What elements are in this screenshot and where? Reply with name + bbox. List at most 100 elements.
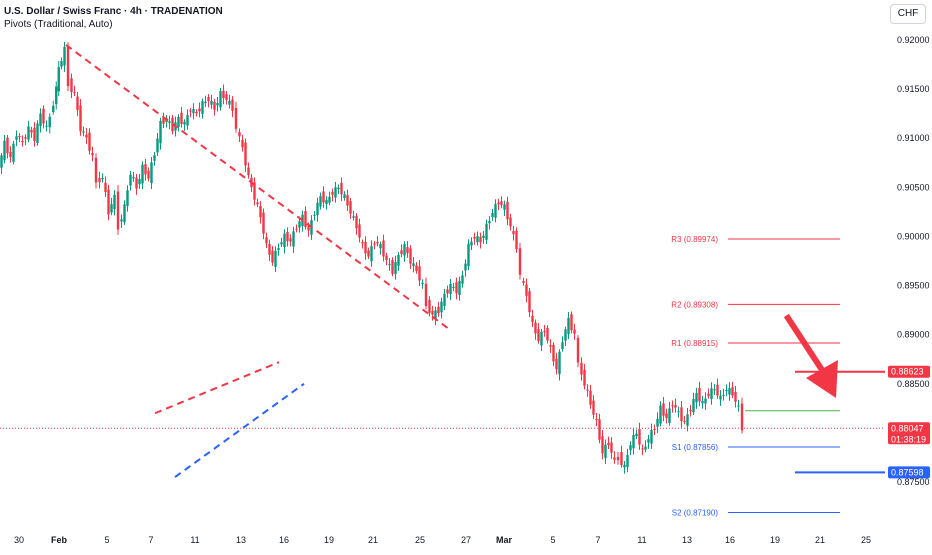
x-tick-0: 30: [14, 535, 24, 545]
candle-body: [307, 226, 310, 231]
candle-body: [283, 233, 286, 248]
candle-body: [446, 289, 449, 294]
candle-body: [409, 248, 412, 264]
candle-body: [586, 389, 589, 391]
candle-body: [650, 429, 653, 444]
candle-body: [540, 331, 543, 346]
candle-body: [286, 231, 289, 242]
x-tick-5: 13: [236, 535, 246, 545]
candle-body: [253, 182, 256, 200]
candle-body: [319, 196, 322, 207]
candle-body: [503, 204, 506, 210]
candle-body: [201, 101, 204, 114]
candle-body: [494, 204, 497, 218]
candle-body: [497, 202, 500, 205]
candle-body: [403, 244, 406, 256]
candle-body: [518, 248, 522, 275]
currency-button[interactable]: CHF: [890, 4, 926, 24]
candle-body: [219, 91, 222, 108]
level-tag-1-label: 0.87598: [891, 467, 924, 477]
candle-body: [635, 433, 638, 437]
candle-body: [668, 408, 671, 423]
candle-body: [528, 291, 531, 313]
candle-body: [506, 201, 509, 220]
candle-body: [113, 194, 116, 210]
candle-body: [325, 199, 328, 205]
candle-body: [686, 414, 689, 426]
candle-body: [337, 187, 340, 190]
candle-body: [616, 456, 620, 461]
x-tick-7: 19: [324, 535, 334, 545]
candle-body: [656, 418, 659, 427]
x-tick-3: 7: [148, 535, 153, 545]
candle-body: [455, 282, 458, 294]
candle-body: [116, 191, 120, 230]
indicator-label[interactable]: Pivots (Traditional, Auto): [4, 19, 113, 30]
candle-body: [12, 143, 15, 162]
candle-body: [722, 394, 725, 396]
candle-body: [210, 100, 213, 105]
candle-body: [598, 419, 601, 440]
arrow-shaft: [783, 313, 827, 375]
candle-body: [222, 90, 225, 99]
candle-body: [247, 167, 250, 176]
candle-body: [361, 242, 364, 244]
candle-body: [352, 216, 355, 218]
candle-body: [537, 329, 540, 342]
candle-body: [79, 105, 82, 132]
candle-body: [704, 398, 707, 404]
candle-body: [3, 140, 6, 161]
candle-body: [641, 448, 644, 450]
candle-body: [186, 115, 189, 126]
candle-body: [479, 236, 482, 243]
candle-body: [592, 400, 595, 415]
candle-body: [52, 105, 55, 113]
candle-body: [268, 243, 271, 255]
candle-body: [373, 243, 376, 245]
candle-body: [48, 116, 51, 128]
candle-body: [437, 306, 440, 313]
candle-body: [33, 127, 36, 141]
candle-body: [192, 108, 195, 114]
candle-body: [546, 327, 549, 341]
x-tick-13: 7: [595, 535, 600, 545]
candle-body: [552, 344, 555, 362]
candle-body: [525, 284, 528, 296]
candle-body: [391, 260, 394, 274]
candle-body: [138, 179, 141, 185]
candle-body: [680, 407, 683, 422]
x-tick-10: 27: [461, 535, 471, 545]
candle-body: [259, 205, 262, 218]
candle-body: [555, 358, 558, 370]
candle-body: [601, 436, 604, 454]
candle-body: [36, 123, 39, 144]
candle-body: [21, 141, 24, 143]
y-tick-2: 0.91000: [897, 133, 930, 143]
candle-body: [159, 120, 162, 144]
candle-body: [147, 170, 150, 179]
candle-body: [665, 413, 668, 419]
candle-body: [534, 322, 537, 334]
candle-body: [589, 390, 592, 405]
y-tick-3: 0.90500: [897, 182, 930, 192]
y-tick-0: 0.92000: [897, 35, 930, 45]
candle-body: [85, 134, 88, 138]
candle-body: [24, 137, 27, 139]
candle-body: [464, 263, 467, 271]
candle-body: [626, 455, 629, 468]
candle-body: [415, 265, 418, 272]
pivot-label-1: R2 (0.89308): [671, 300, 718, 309]
x-tick-1: Feb: [51, 535, 68, 545]
candle-body: [277, 248, 280, 251]
candle-body: [120, 219, 123, 222]
candle-body: [153, 155, 156, 161]
x-tick-6: 16: [279, 535, 289, 545]
candle-body: [476, 236, 479, 243]
candle-body: [734, 392, 737, 402]
candle-body: [500, 201, 503, 205]
candle-body: [659, 405, 662, 424]
candle-body: [647, 439, 650, 443]
candle-body: [370, 246, 373, 262]
